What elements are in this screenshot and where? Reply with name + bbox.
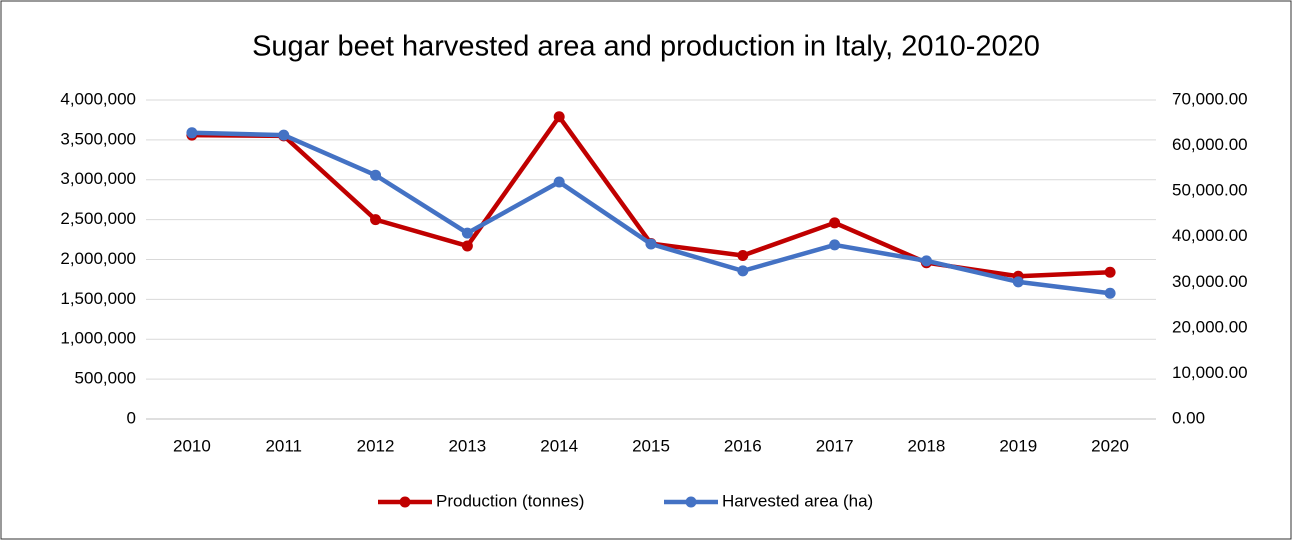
data-point — [370, 169, 382, 181]
data-point — [461, 227, 473, 239]
y-tick-label: 2,000,000 — [60, 249, 136, 268]
x-tick-label: 2012 — [357, 436, 395, 455]
legend-label: Harvested area (ha) — [722, 491, 873, 510]
y-tick-label: 500,000 — [75, 369, 136, 388]
legend-marker — [685, 496, 697, 508]
legend-label: Production (tonnes) — [436, 491, 584, 510]
x-tick-label: 2016 — [724, 436, 762, 455]
data-point — [829, 217, 841, 229]
data-point — [1104, 266, 1116, 278]
data-point — [553, 111, 565, 123]
x-tick-label: 2017 — [816, 436, 854, 455]
x-tick-label: 2015 — [632, 436, 670, 455]
y-tick-label: 0 — [127, 408, 136, 427]
x-tick-label: 2019 — [999, 436, 1037, 455]
data-point — [645, 238, 657, 250]
y-tick-label: 1,000,000 — [60, 329, 136, 348]
y-tick-label: 4,000,000 — [60, 89, 136, 108]
data-point — [370, 214, 382, 226]
x-tick-label: 2011 — [265, 436, 302, 455]
x-tick-label: 2010 — [173, 436, 211, 455]
data-point — [737, 250, 749, 262]
data-point — [920, 255, 932, 267]
x-tick-label: 2018 — [908, 436, 946, 455]
chart-title: Sugar beet harvested area and production… — [252, 31, 1040, 63]
y-tick-label: 3,000,000 — [60, 169, 136, 188]
y2-tick-label: 20,000.00 — [1172, 317, 1248, 336]
x-tick-label: 2020 — [1091, 436, 1129, 455]
y2-tick-label: 10,000.00 — [1172, 363, 1248, 382]
data-point — [186, 127, 198, 139]
data-point — [1012, 276, 1024, 288]
x-tick-label: 2013 — [448, 436, 486, 455]
y2-tick-label: 0.00 — [1172, 408, 1205, 427]
data-point — [278, 129, 290, 141]
y2-tick-label: 50,000.00 — [1172, 181, 1248, 200]
legend-marker — [399, 496, 411, 508]
y-tick-label: 1,500,000 — [60, 289, 136, 308]
data-point — [829, 239, 841, 251]
y2-tick-label: 70,000.00 — [1172, 89, 1248, 108]
x-tick-label: 2014 — [540, 436, 578, 455]
data-point — [461, 240, 473, 252]
y-tick-label: 3,500,000 — [60, 129, 136, 148]
y2-tick-label: 30,000.00 — [1172, 272, 1248, 291]
y2-tick-label: 40,000.00 — [1172, 226, 1248, 245]
data-point — [553, 176, 565, 188]
data-point — [737, 265, 749, 277]
y-tick-label: 2,500,000 — [60, 209, 136, 228]
data-point — [1104, 287, 1116, 299]
y2-tick-label: 60,000.00 — [1172, 135, 1248, 154]
